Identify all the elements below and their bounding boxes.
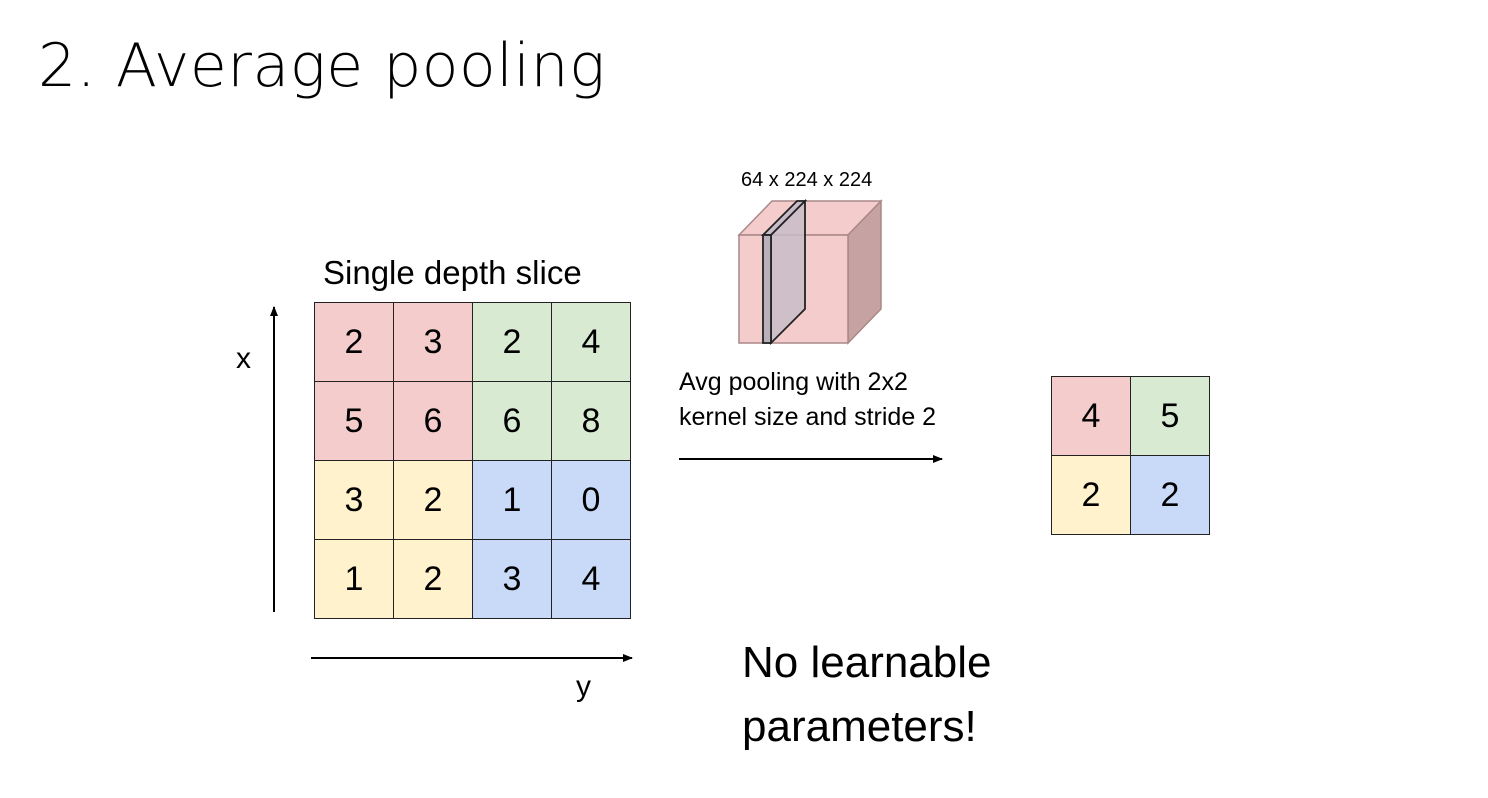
input-cell: 2 xyxy=(394,540,473,619)
slide-title: 2. Average pooling xyxy=(38,31,606,101)
output-cell: 4 xyxy=(1052,377,1131,456)
input-cell: 6 xyxy=(473,382,552,461)
input-cell: 6 xyxy=(394,382,473,461)
input-cell: 1 xyxy=(473,461,552,540)
input-cell: 5 xyxy=(315,382,394,461)
input-cell: 4 xyxy=(552,303,631,382)
slice-title: Single depth slice xyxy=(323,254,582,291)
depth-slice-icon xyxy=(760,198,808,346)
x-axis-label: x xyxy=(236,342,251,375)
output-cell: 2 xyxy=(1052,456,1131,535)
operation-description-line1: Avg pooling with 2x2 xyxy=(679,368,908,396)
output-cell: 2 xyxy=(1131,456,1210,535)
input-matrix: 2 3 2 4 5 6 6 8 3 2 1 0 1 2 3 4 xyxy=(314,302,631,619)
volume-cube-icon xyxy=(737,198,883,346)
input-cell: 3 xyxy=(394,303,473,382)
note-line1: No learnable xyxy=(742,638,992,687)
input-cell: 0 xyxy=(552,461,631,540)
y-axis-label: y xyxy=(576,670,591,703)
operation-description-line2: kernel size and stride 2 xyxy=(679,403,937,431)
input-cell: 2 xyxy=(315,303,394,382)
input-cell: 4 xyxy=(552,540,631,619)
input-cell: 8 xyxy=(552,382,631,461)
output-cell: 5 xyxy=(1131,377,1210,456)
input-cell: 2 xyxy=(394,461,473,540)
note-line2: parameters! xyxy=(742,702,977,751)
output-matrix: 4 5 2 2 xyxy=(1051,376,1210,535)
volume-dimensions-label: 64 x 224 x 224 xyxy=(741,169,873,191)
input-cell: 3 xyxy=(473,540,552,619)
input-cell: 2 xyxy=(473,303,552,382)
input-cell: 3 xyxy=(315,461,394,540)
input-cell: 1 xyxy=(315,540,394,619)
